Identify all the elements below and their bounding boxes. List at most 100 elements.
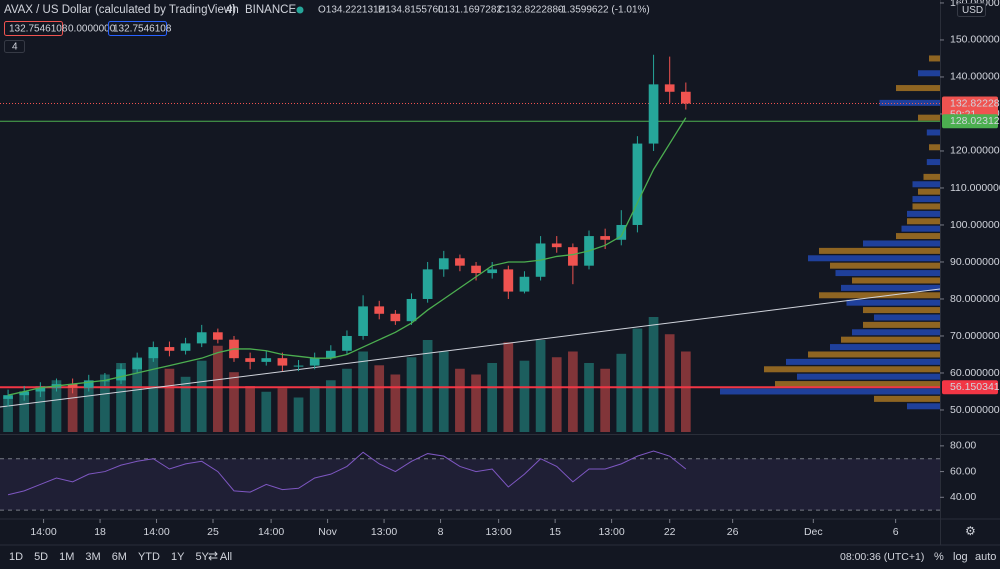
- volume-bar: [471, 374, 481, 432]
- range-button[interactable]: All: [220, 551, 232, 563]
- y-tick-label: 100.0000000: [950, 219, 1000, 231]
- candle-body: [471, 265, 481, 274]
- rsi-tick-label: 60.00: [950, 465, 976, 477]
- candle-body: [293, 365, 304, 367]
- volume-profile-bar: [896, 233, 940, 240]
- y-tick-label: 50.0000000: [950, 404, 1000, 416]
- input-box[interactable]: [4, 21, 63, 36]
- candle-body: [245, 358, 255, 362]
- scale-option[interactable]: auto: [975, 551, 996, 563]
- range-button[interactable]: 5Y: [195, 551, 209, 563]
- candle-body: [358, 306, 368, 336]
- candle-body: [438, 258, 449, 270]
- scale-option[interactable]: %: [934, 551, 944, 563]
- price-tag-label: 56.1503418: [950, 381, 1000, 393]
- indicator-toggle[interactable]: [4, 40, 25, 53]
- scale-option[interactable]: log: [953, 551, 968, 563]
- volume-profile-bar: [879, 99, 940, 106]
- volume-bar: [83, 383, 94, 432]
- x-tick-label: Dec: [804, 526, 823, 538]
- candle-body: [519, 276, 530, 292]
- rsi-tick-label: 40.00: [950, 491, 976, 503]
- volume-bar: [342, 368, 352, 432]
- candle-body: [35, 387, 46, 392]
- volume-bar: [648, 317, 659, 432]
- input-value: 132.7546108: [113, 24, 172, 35]
- candle-body: [455, 258, 465, 266]
- settings-icon[interactable]: ⚙: [965, 524, 976, 538]
- volume-bar: [116, 363, 126, 432]
- volume-profile-bar: [830, 262, 940, 269]
- volume-bar: [358, 351, 368, 432]
- volume-bar: [277, 388, 288, 432]
- input-value: 132.7546108: [9, 24, 68, 35]
- volume-bar: [568, 351, 578, 432]
- range-button[interactable]: 5D: [34, 551, 48, 563]
- volume-profile-bar: [901, 225, 940, 232]
- range-button[interactable]: 1D: [9, 551, 23, 563]
- volume-profile-bar: [907, 210, 940, 217]
- volume-profile-bar: [874, 395, 940, 402]
- x-tick-label: 22: [664, 526, 676, 538]
- volume-profile-bar: [907, 403, 940, 410]
- candle-body: [487, 269, 498, 274]
- volume-profile-bar: [786, 358, 940, 365]
- volume-bar: [487, 363, 498, 432]
- candle-body: [325, 350, 336, 359]
- volume-bar: [600, 368, 610, 432]
- y-tick-label: 150.0000000: [950, 34, 1000, 46]
- clock: 08:00:36 (UTC+1): [840, 551, 924, 563]
- volume-profile-bar: [808, 351, 940, 358]
- ohlc-open: O134.2221312: [318, 5, 385, 16]
- ohlc-high: H134.8155760: [378, 5, 444, 16]
- candle-body: [632, 143, 643, 225]
- y-tick-label: 120.0000000: [950, 145, 1000, 157]
- range-button[interactable]: 1M: [59, 551, 74, 563]
- candle-body: [180, 343, 191, 351]
- volume-bar: [245, 386, 255, 432]
- volume-profile-bar: [923, 173, 940, 180]
- volume-profile-bar: [926, 159, 940, 166]
- volume-profile-bar: [863, 240, 940, 247]
- axes: 50.000000060.000000070.000000080.0000000…: [30, 0, 1000, 538]
- volume-bar: [422, 340, 433, 432]
- rsi-band: [0, 458, 940, 511]
- volume-bar: [455, 368, 465, 432]
- input-box[interactable]: [108, 21, 167, 36]
- range-button[interactable]: YTD: [138, 551, 160, 563]
- rsi-tick-label: 80.00: [950, 440, 976, 452]
- volume-profile-bar: [835, 270, 940, 277]
- volume-profile-bar: [852, 329, 940, 336]
- volume-profile-bar: [918, 70, 940, 77]
- volume-profile-bar: [896, 85, 940, 92]
- volume-profile-bar: [912, 181, 940, 188]
- indicator-count: 4: [12, 42, 18, 53]
- volume-profile-bar: [846, 299, 940, 306]
- x-tick-label: 13:00: [598, 526, 624, 538]
- candle-body: [648, 84, 659, 144]
- rsi-line: [7, 450, 687, 496]
- change: -1.3599622 (-1.01%): [558, 5, 650, 16]
- volume-profile-bar: [863, 307, 940, 314]
- symbol-title: AVAX / US Dollar (calculated by TradingV…: [4, 4, 236, 16]
- volume-profile-bar: [797, 373, 940, 380]
- price-tag: [942, 380, 998, 395]
- volume-bar: [164, 368, 175, 432]
- candle-body: [132, 358, 143, 370]
- status-dot: [296, 6, 304, 14]
- volume-profile-bar: [841, 284, 940, 291]
- currency-button[interactable]: [957, 3, 986, 17]
- compare-icon[interactable]: ⇄: [208, 549, 218, 563]
- candle-body: [664, 84, 675, 92]
- range-button[interactable]: 3M: [85, 551, 100, 563]
- volume-bar: [148, 351, 159, 432]
- volume-profile-bar: [863, 321, 940, 328]
- volume-bar: [680, 351, 691, 432]
- ui: AVAX / US Dollar (calculated by TradingV…: [4, 3, 996, 563]
- range-button[interactable]: 1Y: [171, 551, 185, 563]
- candle-body: [390, 313, 401, 322]
- volume-bar: [406, 357, 417, 432]
- range-button[interactable]: 6M: [112, 551, 127, 563]
- x-tick-label: 8: [438, 526, 444, 538]
- volume-profile-bar: [926, 129, 940, 136]
